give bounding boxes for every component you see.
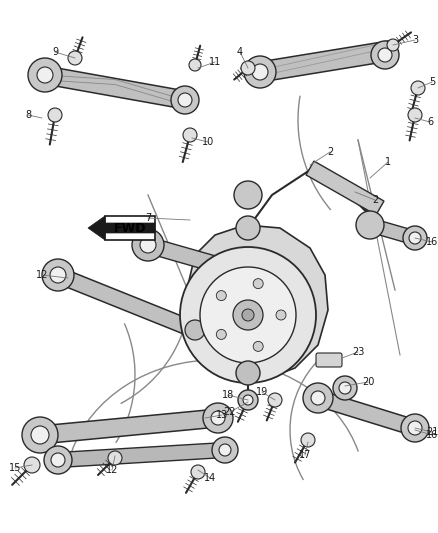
Circle shape xyxy=(24,457,40,473)
Circle shape xyxy=(236,361,260,385)
Text: 1: 1 xyxy=(385,157,391,167)
Polygon shape xyxy=(258,40,396,82)
Circle shape xyxy=(44,446,72,474)
Polygon shape xyxy=(55,268,198,337)
FancyBboxPatch shape xyxy=(316,353,342,367)
Circle shape xyxy=(50,267,66,283)
Circle shape xyxy=(185,320,205,340)
Circle shape xyxy=(200,267,296,363)
Circle shape xyxy=(28,58,62,92)
Circle shape xyxy=(108,451,122,465)
Circle shape xyxy=(333,376,357,400)
Polygon shape xyxy=(146,237,220,273)
Circle shape xyxy=(48,108,62,122)
Polygon shape xyxy=(306,161,384,215)
Circle shape xyxy=(236,216,260,240)
Text: 17: 17 xyxy=(299,450,311,460)
Text: FWD: FWD xyxy=(114,222,146,235)
Circle shape xyxy=(234,181,262,209)
Text: 2: 2 xyxy=(327,147,333,157)
Circle shape xyxy=(268,393,282,407)
Circle shape xyxy=(216,329,226,340)
Text: 19: 19 xyxy=(256,387,268,397)
Circle shape xyxy=(132,229,164,261)
Polygon shape xyxy=(316,390,417,435)
Text: 23: 23 xyxy=(352,347,364,357)
Circle shape xyxy=(211,411,225,425)
Circle shape xyxy=(180,247,316,383)
Circle shape xyxy=(233,300,263,330)
Polygon shape xyxy=(368,219,417,245)
Polygon shape xyxy=(185,225,328,378)
Circle shape xyxy=(22,417,58,453)
Text: 18: 18 xyxy=(222,390,234,400)
Text: 22: 22 xyxy=(224,407,236,417)
Text: 14: 14 xyxy=(204,473,216,483)
Circle shape xyxy=(253,341,263,351)
Text: 2: 2 xyxy=(372,195,378,205)
Polygon shape xyxy=(39,409,219,444)
Circle shape xyxy=(241,61,255,75)
Circle shape xyxy=(189,59,201,71)
Circle shape xyxy=(403,226,427,250)
Text: 3: 3 xyxy=(412,35,418,45)
Circle shape xyxy=(178,93,192,107)
Circle shape xyxy=(301,433,315,447)
FancyBboxPatch shape xyxy=(105,216,155,240)
Text: 8: 8 xyxy=(25,110,31,120)
Circle shape xyxy=(378,48,392,62)
Text: 10: 10 xyxy=(202,137,214,147)
Text: 7: 7 xyxy=(145,213,151,223)
Circle shape xyxy=(401,414,429,442)
Circle shape xyxy=(408,108,422,122)
Circle shape xyxy=(303,383,333,413)
Circle shape xyxy=(216,290,226,301)
Text: 15: 15 xyxy=(9,463,21,473)
Polygon shape xyxy=(57,442,226,467)
Circle shape xyxy=(411,81,425,95)
Text: 4: 4 xyxy=(237,47,243,57)
Polygon shape xyxy=(88,216,155,240)
Circle shape xyxy=(203,403,233,433)
Circle shape xyxy=(253,279,263,288)
Circle shape xyxy=(311,391,325,405)
Text: 16: 16 xyxy=(426,430,438,440)
Text: 13: 13 xyxy=(216,410,228,420)
Circle shape xyxy=(276,310,286,320)
Circle shape xyxy=(356,211,384,239)
Text: 20: 20 xyxy=(362,377,374,387)
Text: 12: 12 xyxy=(106,465,118,475)
Circle shape xyxy=(408,421,422,435)
Circle shape xyxy=(371,41,399,69)
Text: 9: 9 xyxy=(52,47,58,57)
Circle shape xyxy=(37,67,53,83)
Circle shape xyxy=(252,64,268,80)
Circle shape xyxy=(241,393,255,407)
Circle shape xyxy=(238,390,258,410)
Circle shape xyxy=(183,128,197,142)
Text: 5: 5 xyxy=(429,77,435,87)
Circle shape xyxy=(387,39,399,51)
Circle shape xyxy=(171,86,199,114)
Circle shape xyxy=(51,453,65,467)
Circle shape xyxy=(212,437,238,463)
Polygon shape xyxy=(43,66,187,109)
Circle shape xyxy=(68,51,82,65)
Text: 16: 16 xyxy=(426,237,438,247)
Text: 6: 6 xyxy=(427,117,433,127)
Circle shape xyxy=(31,426,49,444)
Circle shape xyxy=(191,465,205,479)
Circle shape xyxy=(140,237,156,253)
Circle shape xyxy=(243,395,253,405)
Circle shape xyxy=(339,382,351,394)
Text: 11: 11 xyxy=(209,57,221,67)
Text: 21: 21 xyxy=(426,427,438,437)
Text: 12: 12 xyxy=(36,270,48,280)
Circle shape xyxy=(42,259,74,291)
Circle shape xyxy=(409,232,421,244)
Circle shape xyxy=(244,56,276,88)
Circle shape xyxy=(219,444,231,456)
Circle shape xyxy=(242,309,254,321)
